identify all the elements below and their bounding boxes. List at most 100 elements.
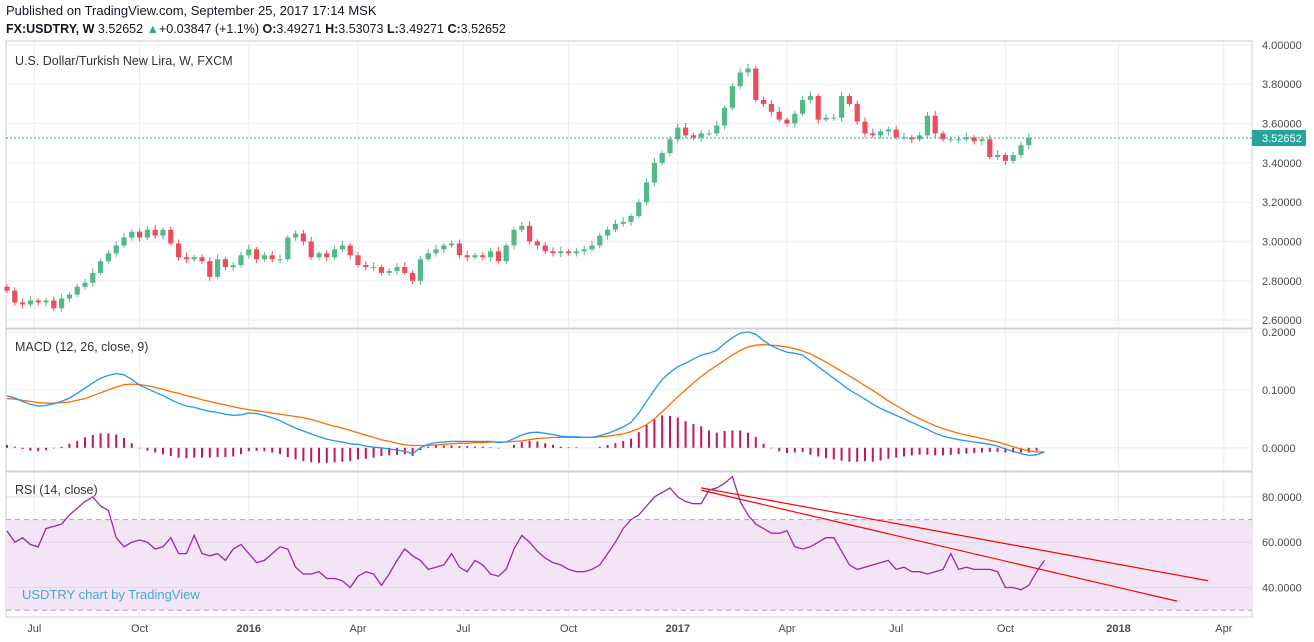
- candle: [761, 99, 767, 104]
- candle: [924, 115, 930, 136]
- candle: [254, 249, 260, 260]
- open-value: 3.49271: [276, 22, 322, 36]
- rsi-trendline: [701, 489, 1178, 602]
- candle: [449, 243, 455, 246]
- x-tick-label: 2016: [237, 623, 261, 635]
- ohlc-line: FX:USDTRY, W 3.52652 ▲+0.03847 (+1.1%) O…: [6, 22, 506, 36]
- macd-axis-label: 0.2000: [1262, 327, 1296, 339]
- candle: [433, 249, 439, 254]
- candle: [885, 129, 891, 132]
- candle: [129, 231, 135, 238]
- candle: [347, 245, 353, 256]
- watermark: USDTRY chart by TradingView: [22, 587, 200, 602]
- rsi-band: [6, 519, 1252, 611]
- rsi-axis-label: 40.0000: [1262, 583, 1302, 595]
- x-tick-label: 2017: [666, 623, 690, 635]
- x-tick-label: Oct: [131, 623, 148, 635]
- candle: [815, 96, 821, 120]
- candle: [948, 139, 954, 141]
- candle: [511, 229, 517, 246]
- candle: [534, 241, 540, 246]
- x-tick-label: Jul: [27, 623, 41, 635]
- candle: [1010, 155, 1016, 161]
- price-axis-label: 3.40000: [1262, 158, 1302, 170]
- candle: [659, 153, 665, 163]
- price-axis-label: 3.20000: [1262, 197, 1302, 209]
- candle: [862, 121, 868, 134]
- x-tick-label: Jul: [456, 623, 470, 635]
- candle: [386, 270, 392, 273]
- candle: [472, 255, 478, 258]
- last-price-tag: [1252, 130, 1306, 147]
- candle: [207, 261, 213, 277]
- candle: [495, 251, 501, 262]
- candle: [410, 272, 416, 281]
- candle: [51, 300, 57, 309]
- rsi-axis-label: 80.0000: [1262, 492, 1302, 504]
- candle: [293, 233, 299, 238]
- price-axis-label: 3.60000: [1262, 119, 1302, 131]
- candle: [238, 255, 244, 266]
- candle: [737, 72, 743, 87]
- candle: [667, 139, 673, 154]
- candle: [784, 119, 790, 124]
- rsi-pane-title: RSI (14, close): [15, 483, 98, 497]
- candle: [870, 133, 876, 136]
- x-tick-label: Apr: [778, 623, 795, 635]
- candle: [363, 265, 369, 268]
- candle: [636, 202, 642, 216]
- high-value: 3.53073: [338, 22, 384, 36]
- candle: [768, 103, 774, 112]
- candle: [932, 115, 938, 134]
- candle: [105, 253, 111, 262]
- candle: [43, 300, 49, 303]
- candle: [74, 286, 80, 295]
- candle: [4, 286, 10, 291]
- candle: [706, 133, 712, 135]
- candle: [979, 139, 985, 142]
- macd-axis-label: 0.0000: [1262, 443, 1296, 455]
- candle: [308, 241, 314, 258]
- candle: [550, 251, 556, 254]
- candle: [121, 237, 127, 246]
- candle: [137, 231, 143, 238]
- candle: [503, 245, 509, 262]
- candle: [597, 235, 603, 246]
- candle: [1018, 145, 1024, 156]
- candle: [269, 255, 275, 260]
- candle: [199, 257, 205, 262]
- candle: [464, 255, 470, 258]
- candle: [628, 215, 634, 222]
- candle: [144, 229, 150, 238]
- candle: [152, 229, 158, 236]
- candle: [300, 233, 306, 242]
- symbol-label[interactable]: FX:USDTRY, W: [6, 22, 95, 36]
- candle: [316, 253, 322, 258]
- candle: [82, 282, 88, 287]
- candle: [729, 86, 735, 108]
- x-tick-label: Apr: [1215, 623, 1232, 635]
- candle: [113, 245, 119, 254]
- candle: [651, 162, 657, 183]
- price-axis-label: 2.80000: [1262, 276, 1302, 288]
- candle: [519, 225, 525, 230]
- candle: [168, 229, 174, 244]
- candle: [261, 255, 267, 260]
- candle: [878, 131, 884, 136]
- candle: [339, 245, 345, 250]
- candle: [714, 125, 720, 134]
- candle: [394, 267, 400, 271]
- candle: [956, 139, 962, 141]
- price-axis-label: 4.00000: [1262, 40, 1302, 52]
- candle: [12, 290, 18, 303]
- price-axis-label: 2.60000: [1262, 315, 1302, 327]
- last-price: 3.52652: [97, 22, 144, 36]
- candle: [800, 99, 806, 114]
- candle: [222, 259, 228, 268]
- macd-axis-label: 0.1000: [1262, 385, 1296, 397]
- up-arrow-icon: ▲: [146, 22, 159, 36]
- candle: [176, 243, 182, 258]
- open-label: O:: [262, 22, 277, 36]
